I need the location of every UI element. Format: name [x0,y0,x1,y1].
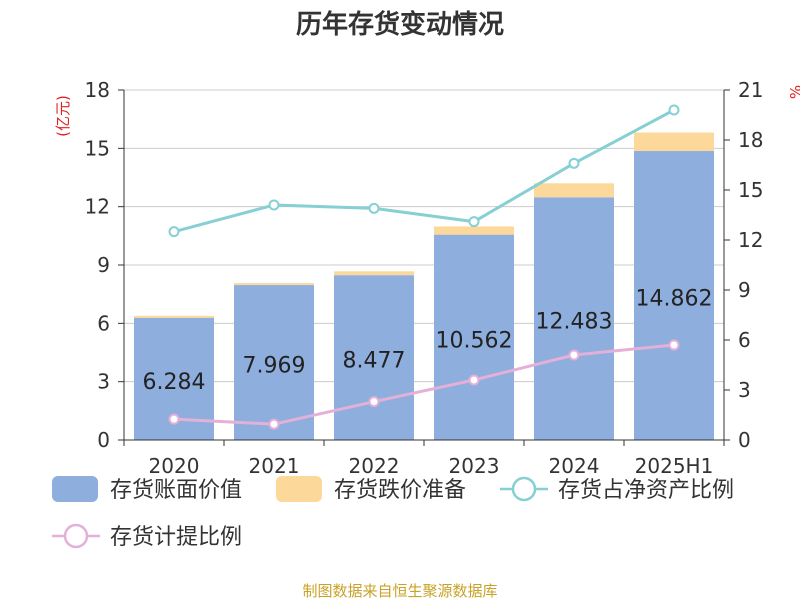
data-labels: 6.284 7.969 8.477 10.562 12.483 14.862 [143,287,713,395]
bar-book-value [234,285,314,440]
left-tick-label: 3 [97,370,110,394]
bar-book-value [634,151,714,440]
provision-ratio-point [668,339,680,351]
provision-ratio-point [568,349,580,361]
right-tick-label: 9 [738,278,751,302]
provision-ratio-line [173,343,675,426]
legend-impairment-swatch [276,476,322,502]
legend-net-asset-ratio-label: 存货占净资产比例 [558,478,734,503]
data-label: 14.862 [636,287,713,312]
net-asset-ratio-point [268,199,280,211]
data-label: 10.562 [436,328,513,353]
left-tick-label: 9 [97,253,110,277]
bar-impairment [634,132,714,152]
right-tick-label: 18 [738,128,763,152]
left-tick-label: 0 [97,428,110,452]
right-tick-label: 15 [738,178,763,202]
data-label: 7.969 [243,354,306,379]
provision-ratio-point [268,418,280,430]
legend-net-asset-ratio-marker [511,476,537,502]
left-tick-label: 18 [85,78,110,102]
x-tick-label: 2023 [449,454,500,478]
net-asset-ratio-point [168,226,180,238]
right-tick-label: 6 [738,328,751,352]
x-tick-label: 2024 [549,454,600,478]
left-tick-label: 6 [97,311,110,335]
net-asset-ratio-line [173,108,675,234]
bars [134,132,714,440]
legend-book-value-swatch [52,476,98,502]
left-axis-unit: (亿元) [54,95,72,137]
bar-book-value [534,197,614,440]
provision-ratio-point [468,374,480,386]
net-asset-ratio-point [468,216,480,228]
legend-provision-ratio-label: 存货计提比例 [110,525,242,550]
data-label: 8.477 [343,349,406,374]
right-tick-label: 21 [738,78,763,102]
provision-ratio-point [368,396,380,408]
grid-lines [124,89,724,383]
x-tick-label: 2021 [249,454,300,478]
bar-impairment [534,183,614,198]
left-tick-label: 12 [85,195,110,219]
legend-provision-ratio-marker [63,523,89,549]
data-label: 12.483 [536,310,613,335]
x-tick-label: 2025H1 [635,454,714,478]
bar-impairment [434,226,514,235]
net-asset-ratio-point [568,157,580,169]
x-tick-label: 2022 [349,454,400,478]
left-tick-label: 15 [85,136,110,160]
provision-ratio-point [168,413,180,425]
legend-impairment-label: 存货跌价准备 [334,478,466,503]
data-label: 6.284 [143,370,206,395]
bar-impairment [334,271,414,276]
legend-book-value-label: 存货账面价值 [110,478,242,503]
bar-book-value [334,275,414,440]
bar-book-value [434,234,514,440]
chart-title: 历年存货变动情况 [296,9,504,40]
bar-impairment [134,315,214,318]
series-lines [168,104,680,430]
net-asset-ratio-point [668,104,680,116]
right-axis-unit: % [787,85,800,99]
source-note: 制图数据来自恒生聚源数据库 [302,582,497,600]
axes: 0 3 6 9 12 15 18 0 3 6 9 12 15 18 21 2020 2021 2022 2023 20… [85,78,764,478]
x-tick-label: 2020 [149,454,200,478]
bar-impairment [234,283,314,286]
right-tick-label: 3 [738,378,751,402]
right-tick-label: 0 [738,428,751,452]
right-tick-label: 12 [738,228,763,252]
net-asset-ratio-point [368,202,380,214]
